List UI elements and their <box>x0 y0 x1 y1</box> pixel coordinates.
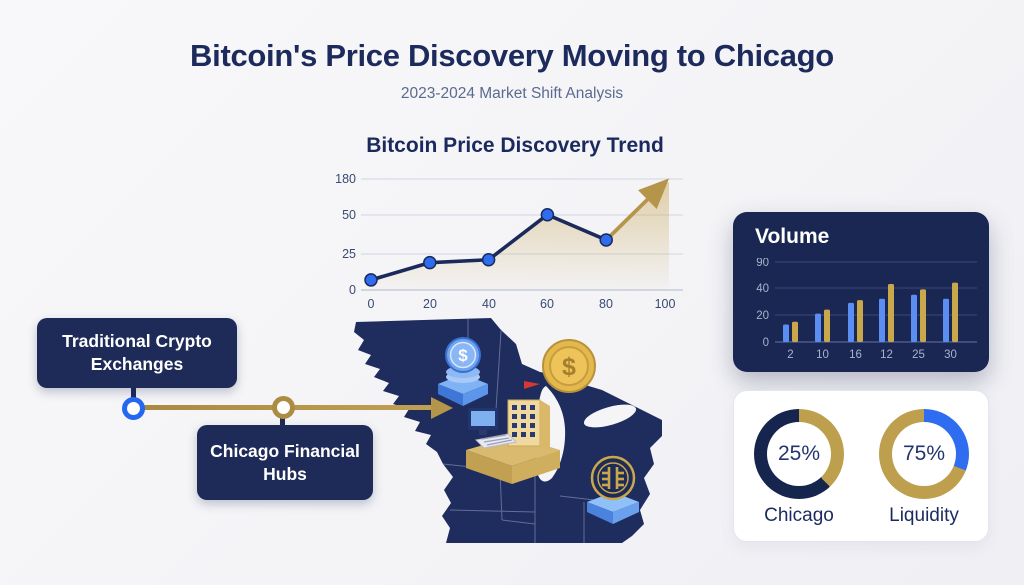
volume-bar-blue <box>815 313 821 342</box>
gold-coin-icon: $ <box>542 339 596 393</box>
trend-data-point <box>481 253 496 267</box>
volume-bar-blue <box>911 294 917 342</box>
trend-data-point <box>540 207 555 222</box>
chicago-donut-label: Chicago <box>764 505 834 526</box>
trend-ytick: 180 <box>335 172 356 186</box>
trend-ytick: 50 <box>342 208 356 222</box>
volume-bar-gold <box>857 300 863 342</box>
token-glyph <box>602 467 624 489</box>
volume-bar-gold <box>792 321 798 342</box>
trend-line-chart: 180 50 25 0 0 20 40 60 80 100 <box>335 172 683 311</box>
liquidity-donut-chart: 75% <box>879 409 969 499</box>
flow-box-chicago-hubs: Chicago Financial Hubs <box>197 425 373 500</box>
svg-text:$: $ <box>562 353 576 381</box>
volume-ytick: 90 <box>756 258 769 269</box>
trend-ytick: 0 <box>349 283 356 297</box>
trend-chart-title: Bitcoin Price Discovery Trend <box>366 134 664 157</box>
trend-xtick: 0 <box>368 297 375 311</box>
timeline-node-gold <box>272 396 295 419</box>
flow-box-label: Chicago Financial Hubs <box>210 440 360 484</box>
volume-ytick: 40 <box>756 283 769 295</box>
building-windows <box>512 405 535 437</box>
trend-projection-arrow <box>604 178 670 242</box>
volume-bars <box>783 282 958 342</box>
volume-xtick: 2 <box>787 349 793 361</box>
trend-xtick: 60 <box>540 297 554 311</box>
volume-bar-blue <box>943 298 949 342</box>
volume-panel: Volume 90 40 20 0 2 10 16 12 25 30 <box>733 212 989 372</box>
flow-box-traditional-exchanges: Traditional Crypto Exchanges <box>37 318 237 388</box>
volume-panel-title: Volume <box>755 225 830 248</box>
trend-xtick: 40 <box>482 297 496 311</box>
volume-bar-chart: 90 40 20 0 2 10 16 12 25 30 <box>756 258 977 361</box>
trend-data-point <box>423 255 437 270</box>
svg-text:$: $ <box>458 346 468 365</box>
flow-box-label: Traditional Crypto Exchanges <box>62 331 212 374</box>
volume-x-axis: 2 10 16 12 25 30 <box>787 349 957 361</box>
trend-x-axis: 0 20 40 60 80 100 <box>368 297 676 311</box>
trend-xtick: 100 <box>655 297 676 311</box>
volume-bar-gold <box>920 289 926 342</box>
dollar-stack-icon: $ <box>438 337 488 406</box>
trend-data-points <box>364 207 613 287</box>
timeline-node-blue <box>122 397 145 420</box>
page-title: Bitcoin's Price Discovery Moving to Chic… <box>190 38 834 73</box>
trend-data-point <box>599 233 613 247</box>
lake-notch <box>583 404 637 428</box>
trading-terminal-icon <box>466 381 560 484</box>
donut-card: 25% Chicago 75% Liquidity <box>733 390 989 542</box>
volume-xtick: 25 <box>912 349 925 361</box>
flag-icon <box>524 381 540 389</box>
liquidity-donut-label: Liquidity <box>889 505 959 526</box>
trend-xtick: 80 <box>599 297 613 311</box>
trend-xtick: 20 <box>423 297 437 311</box>
liquidity-donut-value: 75% <box>892 422 956 486</box>
volume-bar-gold <box>824 309 830 342</box>
volume-bar-gold <box>888 283 894 342</box>
volume-xtick: 30 <box>944 349 957 361</box>
timeline-arrowhead-icon <box>431 397 453 419</box>
volume-bar-blue <box>848 302 854 342</box>
volume-bar-gold <box>952 282 958 342</box>
volume-xtick: 10 <box>816 349 829 361</box>
volume-ytick: 20 <box>756 310 769 322</box>
token-platform-icon <box>587 455 639 524</box>
timeline-connector-top <box>131 386 136 400</box>
page-subtitle: 2023-2024 Market Shift Analysis <box>400 85 624 102</box>
chicago-donut-value: 25% <box>767 422 831 486</box>
chicago-donut-chart: 25% <box>754 409 844 499</box>
volume-y-axis: 90 40 20 0 <box>756 258 769 349</box>
trend-ytick: 25 <box>342 247 356 261</box>
volume-bar-blue <box>783 324 789 342</box>
volume-xtick: 12 <box>880 349 893 361</box>
trend-y-axis: 180 50 25 0 <box>335 172 356 297</box>
volume-bar-blue <box>879 298 885 342</box>
timeline-connector-bottom <box>280 415 285 429</box>
volume-xtick: 16 <box>849 349 862 361</box>
trend-data-point <box>364 273 378 287</box>
volume-ytick: 0 <box>763 337 769 349</box>
